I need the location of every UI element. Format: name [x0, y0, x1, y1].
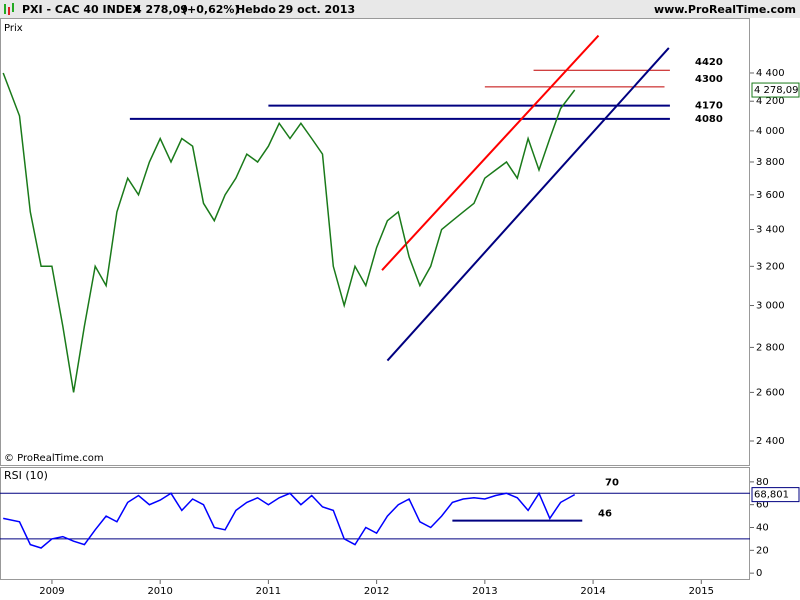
site: www.ProRealTime.com [654, 3, 796, 16]
x-tick-label: 2010 [147, 586, 172, 597]
date: 29 oct. 2013 [278, 3, 355, 16]
last-price: 4 278,09 [134, 3, 188, 16]
logo [4, 3, 14, 15]
y-tick-label: 40 [756, 522, 769, 533]
y-tick-label: 3 800 [756, 157, 785, 168]
x-tick-label: 2013 [472, 586, 497, 597]
header-bar [0, 0, 800, 18]
y-tick-label: 4 200 [756, 96, 785, 107]
level-label: 4300 [695, 74, 723, 85]
y-tick-label: 3 200 [756, 261, 785, 272]
x-tick-label: 2011 [256, 586, 281, 597]
panel-title: RSI (10) [4, 469, 48, 482]
credit: © ProRealTime.com [4, 453, 104, 464]
y-tick-label: 60 [756, 500, 769, 511]
level-label: 4170 [695, 101, 723, 112]
y-tick-label: 0 [756, 568, 762, 579]
y-tick-label: 3 000 [756, 301, 785, 312]
period: Hebdo [236, 3, 276, 16]
rsi-frame [0, 467, 750, 580]
y-tick-label: 2 600 [756, 387, 785, 398]
last-value-label: 4 278,09 [754, 85, 799, 96]
y-tick-label: 2 400 [756, 436, 785, 447]
trend-line [381, 34, 600, 271]
y-tick-label: 3 400 [756, 225, 785, 236]
panel-title: Prix [4, 23, 23, 34]
x-tick-label: 2009 [39, 586, 64, 597]
level-label: 4080 [695, 114, 723, 125]
level-label: 4420 [695, 57, 723, 68]
x-tick-label: 2012 [364, 586, 389, 597]
price-frame [0, 18, 750, 466]
y-tick-label: 4 400 [756, 68, 785, 79]
change: (+0,62%) [182, 3, 239, 16]
x-tick-label: 2014 [580, 586, 605, 597]
support-label: 46 [598, 509, 612, 520]
y-tick-label: 2 800 [756, 342, 785, 353]
y-tick-label: 3 600 [756, 190, 785, 201]
last-value-label: 68,801 [754, 490, 789, 501]
y-tick-label: 4 000 [756, 126, 785, 137]
symbol: PXI - CAC 40 INDEX [22, 3, 141, 16]
series-line [3, 491, 576, 549]
rsi-level-label: 70 [605, 477, 619, 488]
y-tick-label: 80 [756, 477, 769, 488]
x-tick-label: 2015 [689, 586, 714, 597]
last-value-box [751, 487, 800, 503]
series-line [2, 72, 576, 393]
y-tick-label: 20 [756, 545, 769, 556]
last-value-box [751, 82, 800, 98]
trend-line [386, 47, 670, 362]
